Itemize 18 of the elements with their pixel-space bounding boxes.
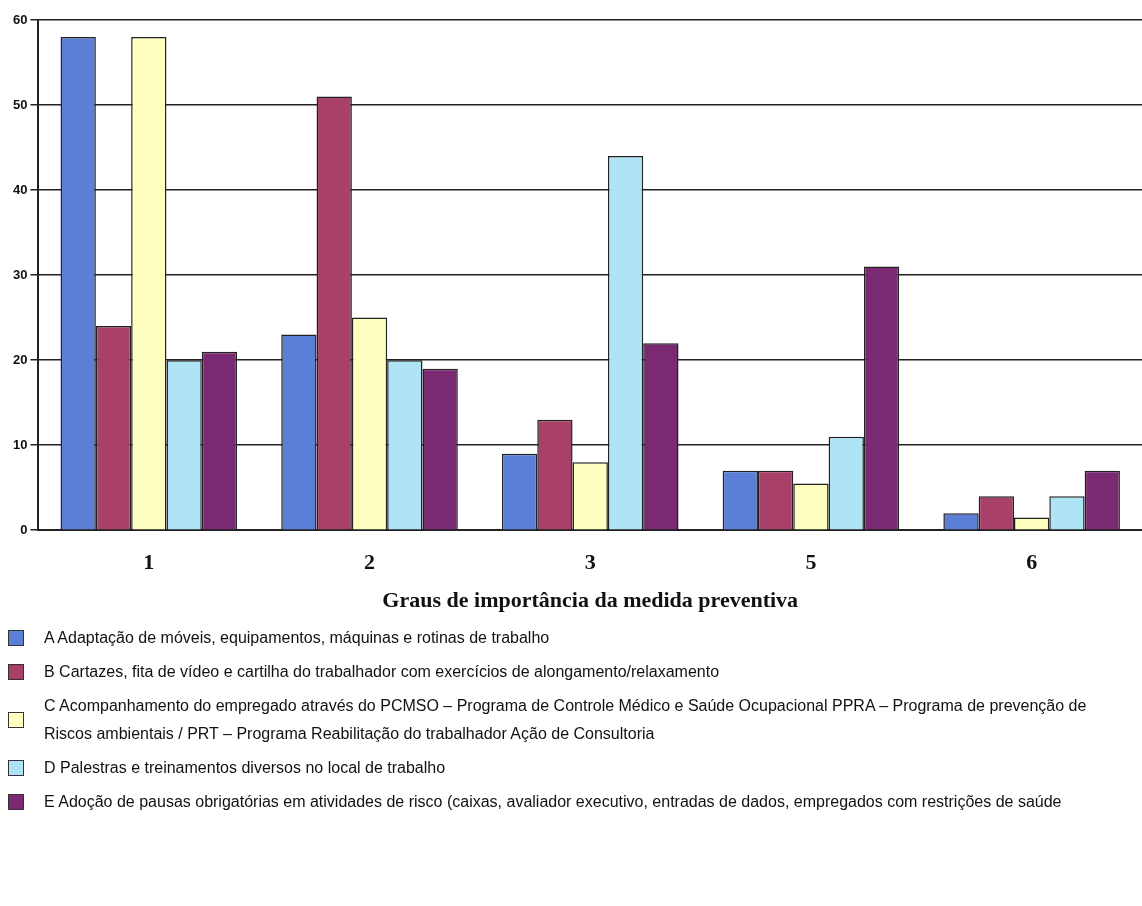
y-tick-label: 30: [12, 266, 28, 282]
x-tick-label: 5: [805, 549, 817, 575]
y-tick-label: 20: [12, 351, 28, 367]
x-axis-title: Graus de importância da medida preventiva: [382, 587, 799, 613]
legend-label: C Acompanhamento do empregado através do PCMSO – Programa de Controle Médico e Saúde Ocupacional PPRA – Programa de prevenção de Riscos ambientais / PRT – Programa Reabilitação do trabalhador Ação de Consultoria: [44, 696, 1088, 744]
x-tick-label: 2: [364, 549, 376, 575]
legend-label: B Cartazes, fita de vídeo e cartilha do trabalhador com exercícios de alongamento/relaxamento: [44, 662, 720, 682]
y-tick-label: 50: [12, 96, 28, 112]
x-tick-label: 6: [1026, 549, 1038, 575]
x-tick-label: 1: [143, 549, 155, 575]
y-tick-label: 0: [20, 521, 28, 537]
x-tick-label: 3: [584, 549, 596, 575]
legend-label: A Adaptação de móveis, equipamentos, máquinas e rotinas de trabalho: [44, 628, 550, 648]
y-tick-label: 10: [12, 436, 28, 452]
y-tick-label: 60: [12, 11, 28, 27]
legend-label: E Adoção de pausas obrigatórias em atividades de risco (caixas, avaliador executivo, entradas de dados, empregados com restrições de saúde: [44, 792, 1062, 812]
y-tick-label: 40: [12, 181, 28, 197]
legend-label: D Palestras e treinamentos diversos no local de trabalho: [44, 758, 446, 778]
